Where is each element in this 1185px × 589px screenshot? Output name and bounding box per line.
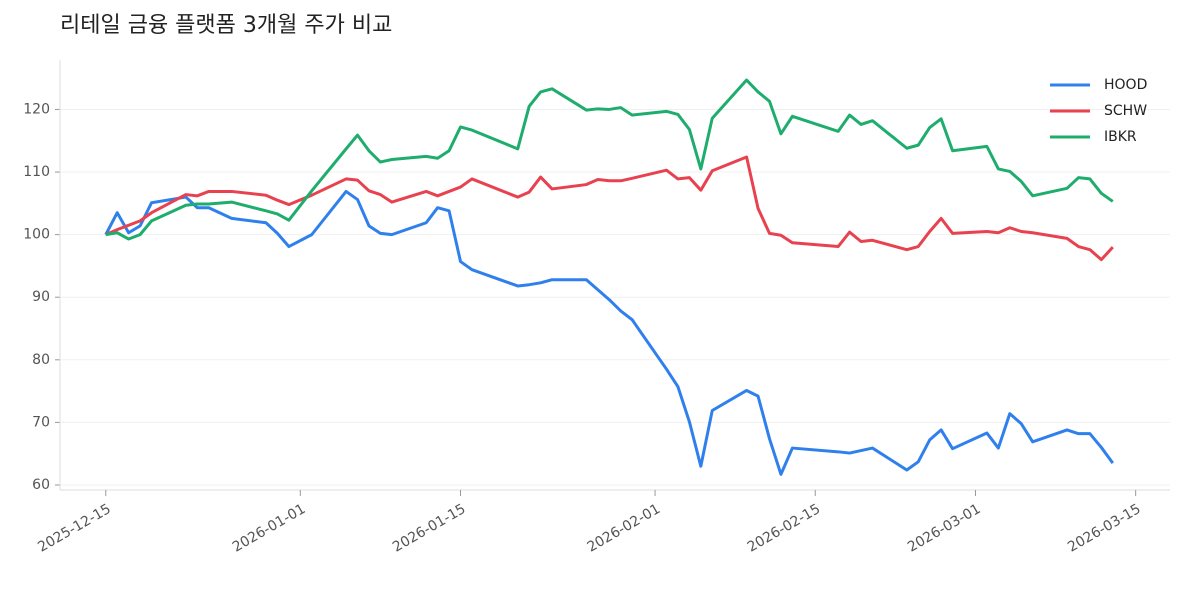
- legend-label: SCHW: [1104, 103, 1147, 119]
- chart-title: 리테일 금융 플랫폼 3개월 주가 비교: [60, 13, 392, 38]
- y-tick-label: 100: [23, 227, 50, 243]
- x-tick-label: 2025-12-15: [35, 501, 113, 556]
- y-tick-label: 90: [32, 289, 50, 305]
- y-tick-label: 60: [32, 477, 50, 493]
- line-series: [105, 155, 1114, 262]
- line-series: [104, 189, 1114, 476]
- legend-label: IBKR: [1104, 129, 1137, 145]
- line-series: [105, 78, 1114, 241]
- y-tick-label: 80: [32, 352, 50, 368]
- y-tick-label: 70: [32, 414, 50, 430]
- y-tick-label: 120: [23, 101, 50, 117]
- x-tick-label: 2026-01-01: [230, 501, 308, 556]
- y-tick-label: 110: [23, 164, 50, 180]
- x-tick-label: 2026-01-15: [390, 501, 468, 556]
- x-tick-label: 2026-03-15: [1065, 501, 1143, 556]
- x-tick-label: 2026-03-01: [905, 501, 983, 556]
- legend-label: HOOD: [1104, 77, 1147, 93]
- x-tick-label: 2026-02-01: [585, 501, 663, 556]
- x-tick-label: 2026-02-15: [745, 501, 823, 556]
